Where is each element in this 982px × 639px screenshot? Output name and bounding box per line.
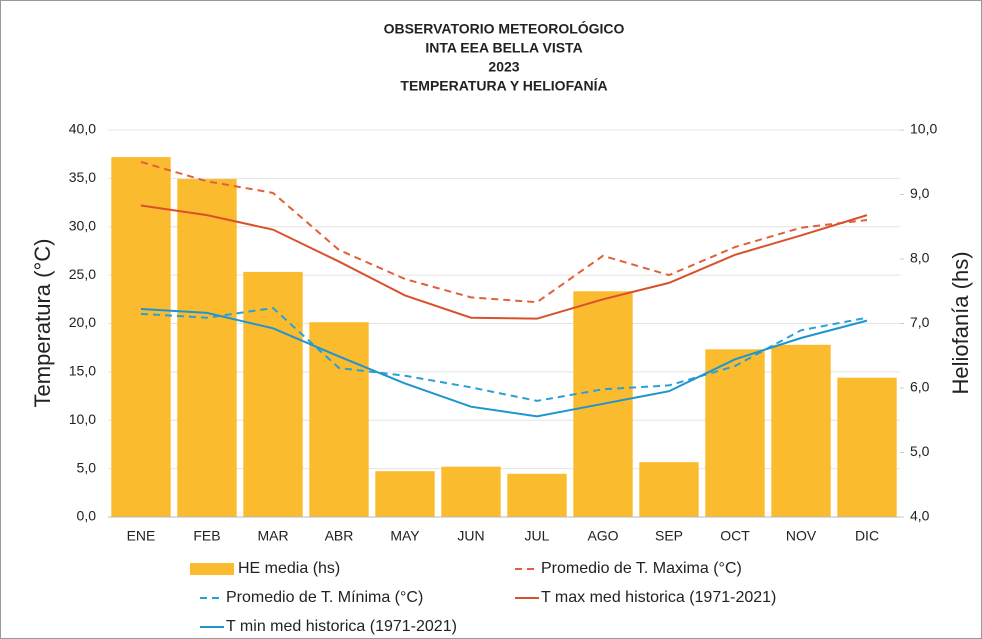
bar: [309, 322, 369, 517]
y2-tick-label: 8,0: [910, 250, 930, 266]
y2-tick-label: 7,0: [910, 314, 930, 330]
line: [140, 204, 868, 320]
bar: [837, 377, 897, 517]
line: [140, 160, 868, 304]
chart-title: INTA EEA BELLA VISTA: [425, 40, 582, 56]
y2-tick-label: 10,0: [910, 121, 937, 137]
line: [140, 307, 868, 418]
legend-label: Promedio de T. Mínima (°C): [226, 589, 423, 606]
y-tick-label: 10,0: [69, 411, 96, 427]
x-tick-label: JUN: [457, 528, 484, 544]
y2-tick-label: 5,0: [910, 443, 930, 459]
x-tick-label: DIC: [855, 528, 879, 544]
x-tick-label: JUL: [525, 528, 550, 544]
y-tick-label: 35,0: [69, 169, 96, 185]
chart-title: TEMPERATURA Y HELIOFANÍA: [400, 78, 607, 94]
x-tick-label: OCT: [720, 528, 750, 544]
y-tick-label: 0,0: [77, 508, 97, 524]
y-tick-label: 30,0: [69, 217, 96, 233]
x-tick-label: NOV: [786, 528, 817, 544]
y-tick-label: 20,0: [69, 314, 96, 330]
bar: [243, 271, 303, 517]
legend-label: T min med historica (1971-2021): [226, 618, 457, 635]
x-tick-label: FEB: [193, 528, 220, 544]
y2-tick-label: 9,0: [910, 185, 930, 201]
y-tick-label: 25,0: [69, 266, 96, 282]
x-tick-label: ABR: [325, 528, 354, 544]
chart-title: OBSERVATORIO METEOROLÓGICO: [384, 20, 625, 37]
bar: [441, 466, 501, 517]
bar: [375, 471, 435, 517]
x-tick-label: MAR: [257, 528, 288, 544]
bar: [705, 349, 765, 517]
legend-label: T max med historica (1971-2021): [541, 589, 776, 606]
y2-tick-label: 6,0: [910, 379, 930, 395]
x-tick-label: ENE: [127, 528, 156, 544]
bar: [771, 344, 831, 517]
chart-title: 2023: [488, 59, 519, 75]
y-axis-title: Temperatura (°C): [30, 239, 55, 408]
x-tick-label: SEP: [655, 528, 683, 544]
x-tick-label: MAY: [390, 528, 420, 544]
bar: [177, 179, 237, 517]
y-tick-label: 5,0: [77, 459, 97, 475]
x-tick-label: AGO: [587, 528, 618, 544]
y-tick-label: 40,0: [69, 121, 96, 137]
y2-tick-label: 4,0: [910, 508, 930, 524]
legend-label: HE media (hs): [238, 560, 340, 577]
bar: [111, 157, 171, 517]
legend-label: Promedio de T. Maxima (°C): [541, 560, 742, 577]
line: [140, 306, 868, 402]
y-tick-label: 15,0: [69, 363, 96, 379]
bar: [639, 462, 699, 517]
legend-swatch: [190, 563, 234, 575]
bar: [507, 473, 567, 517]
y2-axis-title: Heliofanía (hs): [948, 251, 973, 394]
